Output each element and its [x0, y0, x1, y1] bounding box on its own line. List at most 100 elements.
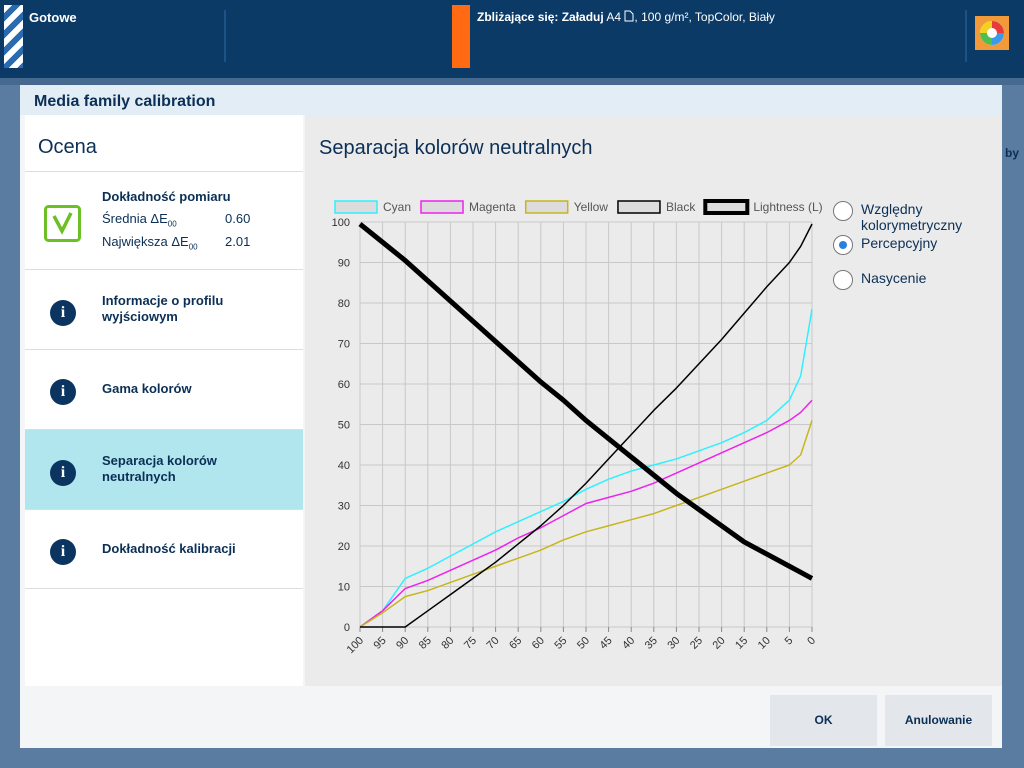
x-tick-label: 25 — [688, 635, 705, 652]
separator — [224, 10, 226, 62]
dialog: Media family calibration Ocena Dokładnoś… — [20, 85, 1002, 748]
panel-title: Separacja kolorów neutralnych — [319, 137, 593, 159]
info-icon: i — [50, 379, 76, 405]
separator — [965, 10, 967, 62]
upcoming: Zbliżające się: Załaduj A4 , 100 g/m², T… — [477, 10, 775, 24]
dialog-title: Media family calibration — [20, 85, 1002, 115]
legend-swatch — [703, 199, 750, 215]
background-text: by — [1005, 146, 1020, 160]
metric-subscript: 00 — [188, 242, 198, 252]
x-tick-label: 65 — [507, 635, 524, 652]
x-tick-label: 90 — [394, 635, 411, 652]
x-tick-label: 15 — [733, 635, 750, 652]
info-icon: i — [50, 539, 76, 565]
item-title: Dokładność pomiaru — [102, 189, 231, 204]
y-tick-label: 80 — [338, 298, 350, 310]
y-tick-label: 100 — [332, 217, 350, 229]
radio-option[interactable]: Percepcyjny — [833, 235, 983, 255]
legend-label: Cyan — [383, 200, 411, 214]
option-label: Nasycenie — [861, 270, 927, 286]
x-tick-label: 30 — [665, 635, 682, 652]
status: Gotowe — [29, 10, 77, 25]
item-title: Separacja kolorów neutralnych — [102, 453, 217, 484]
top-bar: Gotowe Zbliżające się: Załaduj A4 , 100 … — [0, 0, 1024, 78]
sidebar-heading: Ocena — [38, 136, 97, 158]
x-tick-label: 70 — [485, 635, 502, 652]
sidebar-item[interactable]: Dokładność pomiaru Średnia ΔE00 0.60 Naj… — [25, 171, 303, 269]
legend-swatch — [334, 200, 378, 214]
metric-label: Średnia ΔE00 — [102, 211, 177, 229]
series-line — [359, 420, 813, 628]
info-icon: i — [50, 300, 76, 326]
status-icon — [4, 5, 23, 68]
x-tick-label: 80 — [439, 635, 456, 652]
radio — [833, 201, 853, 221]
series-line — [359, 399, 813, 628]
info-icon: i — [50, 460, 76, 486]
radio-option[interactable]: Względny kolorymetryczny — [833, 201, 983, 233]
metric-text: Największa ΔE — [102, 234, 189, 249]
metric-value: 2.01 — [225, 234, 251, 249]
legend-swatch — [420, 200, 464, 214]
ok-button[interactable]: OK — [770, 695, 877, 746]
item-title: Gama kolorów — [102, 381, 192, 396]
radio-option[interactable]: Nasycenie — [833, 270, 983, 290]
y-tick-label: 40 — [338, 460, 350, 472]
color-icon[interactable] — [975, 16, 1009, 50]
x-tick-label: 10 — [756, 635, 773, 652]
content-panel: Separacja kolorów neutralnych 0 10 20 30 40 5… — [305, 115, 1002, 686]
series-line — [360, 223, 813, 628]
series-line — [358, 222, 814, 581]
x-tick-label: 95 — [372, 635, 389, 652]
y-tick-label: 0 — [344, 622, 350, 634]
cancel-button[interactable]: Anulowanie — [885, 695, 992, 746]
metric-text: Średnia ΔE — [102, 211, 168, 226]
x-tick-label: 5 — [783, 635, 796, 648]
sidebar-item[interactable]: i Gama kolorów — [25, 349, 303, 429]
option-label: Percepcyjny — [861, 235, 938, 251]
y-tick-label: 20 — [338, 541, 350, 553]
tray-indicator — [452, 5, 470, 68]
upcoming-details: , 100 g/m², TopColor, Biały — [634, 10, 775, 24]
sidebar: Ocena Dokładność pomiaru Średnia ΔE00 0.… — [25, 115, 303, 686]
upcoming-format: A4 — [606, 10, 622, 24]
legend-label: Black — [666, 200, 696, 214]
legend-label: Yellow — [574, 200, 609, 214]
sidebar-item[interactable]: i Separacja kolorów neutralnych — [25, 429, 303, 509]
x-tick-label: 0 — [805, 635, 818, 648]
legend-swatch — [617, 200, 661, 214]
sidebar-item[interactable]: i Informacje o profilu wyjściowym — [25, 269, 303, 349]
metric-value: 0.60 — [225, 211, 251, 226]
x-tick-label: 85 — [417, 635, 434, 652]
y-tick-label: 60 — [338, 379, 350, 391]
y-tick-label: 30 — [338, 501, 350, 513]
series-line — [359, 308, 813, 628]
x-tick-label: 75 — [462, 635, 479, 652]
legend-label: Magenta — [469, 200, 516, 214]
y-tick-label: 90 — [338, 258, 350, 270]
item-title: Dokładność kalibracji — [102, 541, 236, 556]
x-tick-label: 35 — [643, 635, 660, 652]
y-tick-label: 50 — [338, 420, 350, 432]
upcoming-label: Zbliżające się: Załaduj — [477, 10, 604, 24]
metric-label: Największa ΔE00 — [102, 234, 198, 252]
x-tick-label: 55 — [552, 635, 569, 652]
x-tick-label: 60 — [530, 635, 547, 652]
sub-bar — [0, 78, 1024, 85]
y-tick-label: 70 — [338, 339, 350, 351]
option-label: Względny kolorymetryczny — [861, 201, 963, 233]
sidebar-item[interactable]: i Dokładność kalibracji — [25, 509, 303, 589]
page-icon — [624, 10, 634, 22]
check-icon — [44, 205, 81, 242]
legend-label: Lightness (L) — [753, 200, 822, 214]
radio — [833, 270, 853, 290]
x-tick-label: 100 — [345, 635, 366, 656]
metric-subscript: 00 — [167, 219, 177, 229]
y-tick-label: 10 — [338, 582, 350, 594]
radio — [833, 235, 853, 255]
x-tick-label: 50 — [575, 635, 592, 652]
legend-swatch — [524, 200, 569, 214]
